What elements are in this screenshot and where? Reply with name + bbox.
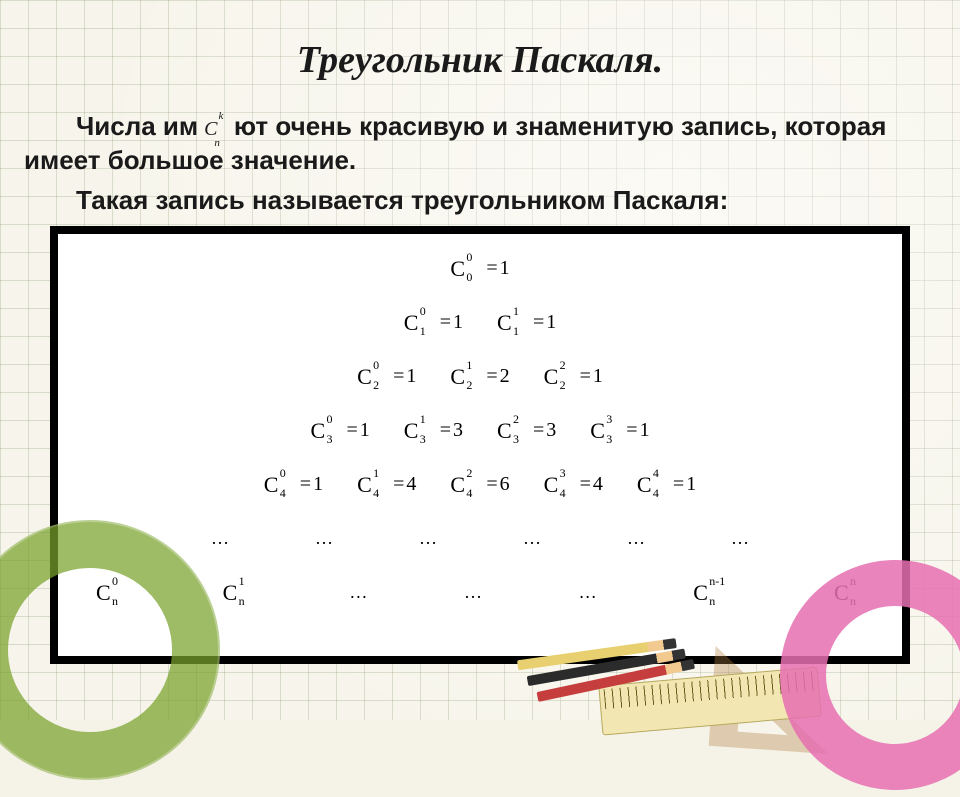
triangle-term: C12 = 2 (450, 362, 509, 392)
ellipsis: … (211, 528, 229, 549)
binom-C1-0: C01 (404, 308, 434, 338)
triangle-term: C23 = 3 (497, 416, 556, 446)
binom-Cn-1: C1n (223, 578, 253, 608)
ellipsis: … (627, 528, 645, 549)
triangle-term: C33 = 1 (590, 416, 649, 446)
paragraph-2: Такая запись называется треугольником Па… (24, 184, 936, 218)
triangle-row: C01 = 1 C11 = 1 (68, 306, 892, 340)
binom-C4-4: C44 (637, 470, 667, 500)
ellipsis: … (419, 528, 437, 549)
binom-Cn-n-1: Cn-1n (693, 578, 737, 608)
slide-title: Треугольник Паскаля. (24, 38, 936, 82)
ellipsis: … (731, 528, 749, 549)
binom-C3-3: C33 (590, 416, 620, 446)
binom-C3-0: C03 (310, 416, 340, 446)
binom-C2-1: C12 (450, 362, 480, 392)
triangle-term: C22 = 1 (544, 362, 603, 392)
binom-C1-1: C11 (497, 308, 527, 338)
binom-C3-2: C23 (497, 416, 527, 446)
triangle-term: C34 = 4 (544, 470, 603, 500)
binom-C2-2: C22 (544, 362, 574, 392)
ellipsis: … (579, 582, 597, 603)
triangle-row: C04 = 1 C14 = 4 C24 = 6 C34 = 4 C44 = 1 (68, 468, 892, 502)
triangle-row: C00 = 1 (68, 252, 892, 286)
binom-C4-3: C34 (544, 470, 574, 500)
triangle-term: C03 = 1 (310, 416, 369, 446)
ellipsis: … (523, 528, 541, 549)
triangle-dots-row: … … … … … … (68, 522, 892, 556)
triangle-row: C02 = 1 C12 = 2 C22 = 1 (68, 360, 892, 394)
binom-C3-1: C13 (404, 416, 434, 446)
triangle-term: C04 = 1 (264, 470, 323, 500)
triangle-term: C1n (223, 578, 253, 608)
binom-C2-0: C02 (357, 362, 387, 392)
para1-before: Числа им (76, 111, 198, 141)
binom-C4-0: C04 (264, 470, 294, 500)
triangle-row: C03 = 1 C13 = 3 C23 = 3 C33 = 1 (68, 414, 892, 448)
paragraph-1: Числа имCknют очень красивую и знамениту… (24, 110, 936, 178)
triangle-term: C14 = 4 (357, 470, 416, 500)
ellipsis: … (349, 582, 367, 603)
triangle-term: C01 = 1 (404, 308, 463, 338)
binom-C4-2: C24 (450, 470, 480, 500)
triangle-term: C00 = 1 (450, 254, 509, 284)
pascal-triangle: C00 = 1 C01 = 1 C11 = 1 C02 = 1 C12 = 2 C22 =… (68, 252, 892, 610)
triangle-term: C44 = 1 (637, 470, 696, 500)
triangle-term: C24 = 6 (450, 470, 509, 500)
triangle-term: C11 = 1 (497, 308, 556, 338)
ellipsis: … (464, 582, 482, 603)
ellipsis: … (315, 528, 333, 549)
binom-C0-0: C00 (450, 254, 480, 284)
triangle-term: C13 = 3 (404, 416, 463, 446)
binomial-symbol: Ckn (204, 116, 228, 144)
triangle-term: Cn-1n (693, 578, 737, 608)
binom-C4-1: C14 (357, 470, 387, 500)
triangle-term: C02 = 1 (357, 362, 416, 392)
